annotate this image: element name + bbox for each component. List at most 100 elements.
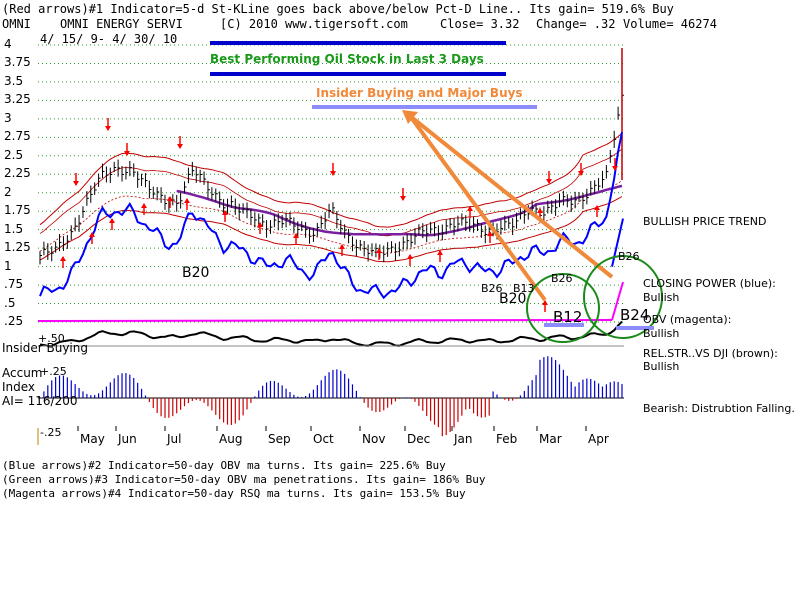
obv-line bbox=[37, 281, 624, 322]
red-arrow-up-head bbox=[594, 205, 600, 210]
red-arrow-up-head bbox=[376, 248, 382, 253]
navy-underline-top bbox=[210, 41, 506, 45]
signal-b12: B12 bbox=[553, 308, 583, 326]
signal-b26-feb: B26 bbox=[481, 282, 503, 295]
red-arrow-up-head bbox=[141, 203, 147, 208]
signal-arrows bbox=[60, 118, 618, 312]
red-arrow-down-head bbox=[177, 144, 183, 149]
plus50-label: +.50 bbox=[38, 332, 65, 345]
red-arrow-down-head bbox=[105, 126, 111, 131]
y-tick-label: 2 bbox=[4, 184, 12, 199]
x-month-label: Jan bbox=[454, 432, 473, 446]
x-month-label: Jul bbox=[167, 432, 182, 446]
ai-label: AI= 116/200 bbox=[2, 394, 78, 408]
red-arrow-up-head bbox=[257, 222, 263, 227]
x-month-label: Oct bbox=[313, 432, 334, 446]
y-tick-label: 2.5 bbox=[4, 147, 24, 162]
signal-b13: B13 bbox=[513, 282, 535, 295]
navy-underline-bottom bbox=[210, 72, 506, 76]
red-arrow-up-head bbox=[184, 198, 190, 203]
change-value: Change= .32 bbox=[536, 17, 616, 31]
red-arrow-down-head bbox=[400, 196, 406, 201]
red-arrow-up-head bbox=[542, 300, 548, 305]
red-arrow-up-head bbox=[537, 208, 543, 213]
x-month-label: Apr bbox=[588, 432, 609, 446]
best-performing-title: Best Performing Oil Stock in Last 3 Days bbox=[210, 52, 484, 66]
obv-series bbox=[37, 319, 613, 322]
orange-arrow-to-b12 bbox=[408, 114, 547, 302]
lavender-bar-b12 bbox=[544, 323, 584, 327]
signal-b24: B24 bbox=[620, 306, 650, 324]
relstr-label: REL.STR..VS DJI (brown): bbox=[643, 347, 778, 360]
lower-band bbox=[39, 196, 623, 263]
closing-power-series bbox=[39, 132, 623, 300]
x-month-label: Jun bbox=[118, 432, 137, 446]
y-tick-label: .75 bbox=[4, 277, 24, 292]
orange-arrow-to-b24 bbox=[408, 114, 614, 279]
accum-label: Accum bbox=[2, 366, 43, 380]
red-arrow-down-head bbox=[578, 171, 584, 176]
bullish-price-trend-label: BULLISH PRICE TREND bbox=[643, 215, 767, 228]
closing-power-jump bbox=[611, 218, 624, 267]
green-circle-b24 bbox=[583, 255, 663, 339]
signal-b20: B20 bbox=[182, 265, 210, 281]
copyright-text: [C) 2010 www.tigersoft.com bbox=[220, 17, 408, 31]
company-name: OMNI ENERGY SERVI bbox=[60, 17, 183, 31]
y-tick-label: 4 bbox=[4, 37, 12, 51]
red-arrow-down-head bbox=[612, 166, 618, 171]
green-circle-b12 bbox=[526, 273, 600, 343]
closing-power-state: Bullish bbox=[643, 291, 680, 304]
red-arrow-up-head bbox=[437, 250, 443, 255]
relative-strength-line bbox=[38, 320, 624, 348]
y-tick-label: 3.25 bbox=[4, 92, 31, 107]
accumulation-index-histogram bbox=[38, 356, 624, 437]
index-label: Index bbox=[2, 380, 36, 394]
relstr-series bbox=[39, 320, 623, 348]
red-arrow-up-head bbox=[339, 244, 345, 249]
footer-green-arrows: (Green arrows)#3 Indicator=50-day OBV ma… bbox=[2, 473, 486, 486]
signal-b26-mar: B26 bbox=[551, 272, 573, 285]
footer-blue-arrows: (Blue arrows)#2 Indicator=50-day OBV ma … bbox=[2, 459, 446, 472]
red-arrow-up-head bbox=[407, 254, 413, 259]
y-tick-label: 1 bbox=[4, 258, 12, 273]
red-arrow-up-head bbox=[60, 256, 66, 261]
plus25-label: +.25 bbox=[40, 365, 67, 378]
y-tick-label: 3.5 bbox=[4, 73, 24, 88]
red-arrow-up-head bbox=[222, 210, 228, 215]
upper-band bbox=[39, 132, 623, 228]
red-arrow-up-head bbox=[293, 233, 299, 238]
x-month-label: Aug bbox=[219, 432, 243, 446]
red-arrow-up-head bbox=[167, 196, 173, 201]
red-arrow-down-head bbox=[124, 151, 130, 156]
bearish-label: Bearish: Distrubtion Falling. bbox=[643, 402, 795, 415]
volume-value: Volume= 46274 bbox=[623, 17, 717, 31]
obv-state: Bullish bbox=[643, 327, 680, 340]
inner-lower-band bbox=[39, 180, 623, 254]
orange-arrowhead bbox=[402, 110, 418, 124]
minus25-label: -.25 bbox=[40, 426, 62, 439]
signal-b20-feb: B20 bbox=[499, 291, 527, 307]
x-month-label: Sep bbox=[268, 432, 291, 446]
date-range: 4/ 15/ 9- 4/ 30/ 10 bbox=[40, 32, 178, 46]
x-month-label: Mar bbox=[539, 432, 562, 446]
y-tick-label: .5 bbox=[4, 295, 16, 310]
y-tick-label: 3.75 bbox=[4, 55, 31, 70]
obv-jump bbox=[611, 281, 624, 321]
footer-magenta-arrows: (Magenta arrows)#4 Indicator=50-day RSQ … bbox=[2, 487, 466, 500]
red-arrow-up-head bbox=[467, 206, 473, 211]
y-tick-label: 3 bbox=[4, 110, 12, 125]
y-tick-label: .25 bbox=[4, 314, 24, 328]
y-tick-label: 2.75 bbox=[4, 129, 31, 144]
ticker-symbol: OMNI bbox=[2, 17, 31, 31]
x-month-label: Feb bbox=[496, 432, 518, 446]
insider-buying-label: Insider Buying bbox=[2, 341, 88, 355]
red-arrow-down-head bbox=[330, 171, 336, 176]
insider-buying-title: Insider Buying and Major Buys bbox=[316, 86, 523, 100]
red-arrow-down-head bbox=[546, 179, 552, 184]
lavender-bar-b24 bbox=[616, 326, 654, 330]
header-indicator-line: (Red arrows)#1 Indicator=5-d St-KLine go… bbox=[2, 2, 674, 16]
relstr-state: Bullish bbox=[643, 360, 680, 373]
y-tick-label: 1.25 bbox=[4, 240, 31, 255]
red-arrow-up-head bbox=[89, 232, 95, 237]
